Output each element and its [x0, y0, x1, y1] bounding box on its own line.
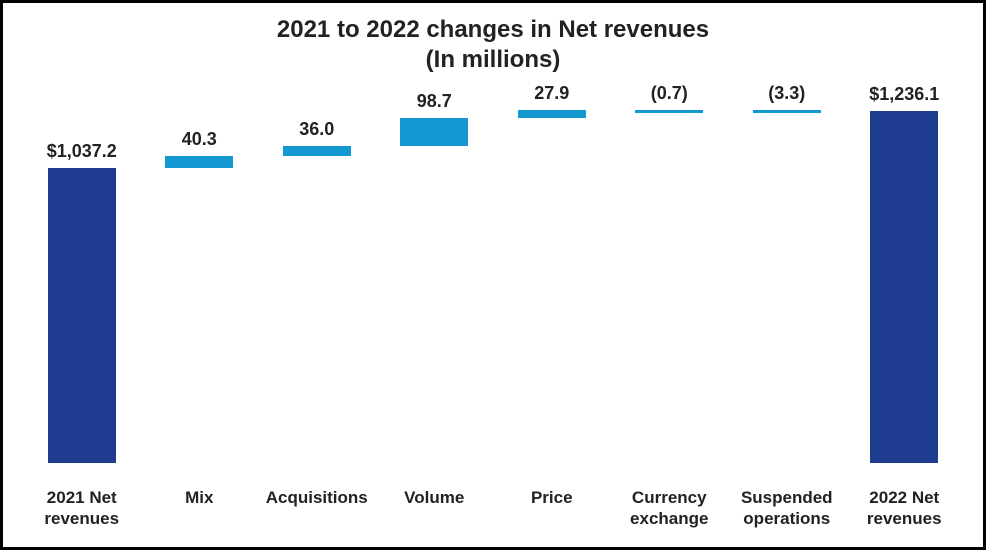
bar-7 [870, 111, 938, 463]
value-label-1: 40.3 [182, 129, 217, 150]
xlabel-2: Acquisitions [258, 488, 376, 529]
value-label-4: 27.9 [534, 83, 569, 104]
value-label-0: $1,037.2 [47, 141, 117, 162]
xlabel-5: Currency exchange [611, 488, 729, 529]
xlabel-0: 2021 Net revenues [23, 488, 141, 529]
x-axis-labels: 2021 Net revenuesMixAcquisitionsVolumePr… [23, 488, 963, 529]
xlabel-6: Suspended operations [728, 488, 846, 529]
value-label-5: (0.7) [651, 83, 688, 104]
value-label-7: $1,236.1 [869, 84, 939, 105]
xlabel-3: Volume [376, 488, 494, 529]
chart-title: 2021 to 2022 changes in Net revenues (In… [23, 15, 963, 75]
xlabel-4: Price [493, 488, 611, 529]
value-label-6: (3.3) [768, 83, 805, 104]
waterfall-chart: 2021 to 2022 changes in Net revenues (In… [0, 0, 986, 550]
chart-title-line1: 2021 to 2022 changes in Net revenues [23, 15, 963, 45]
bar-3 [400, 118, 468, 146]
plot-area: $1,037.240.336.098.727.9(0.7)(3.3)$1,236… [23, 93, 963, 463]
chart-title-line2: (In millions) [23, 45, 963, 75]
xlabel-1: Mix [141, 488, 259, 529]
bar-2 [283, 146, 351, 156]
xlabel-7: 2022 Net revenues [846, 488, 964, 529]
bar-0 [48, 168, 116, 463]
bar-5 [635, 110, 703, 113]
bar-1 [165, 156, 233, 167]
value-label-3: 98.7 [417, 91, 452, 112]
value-label-2: 36.0 [299, 119, 334, 140]
bar-6 [753, 110, 821, 113]
bar-4 [518, 110, 586, 118]
